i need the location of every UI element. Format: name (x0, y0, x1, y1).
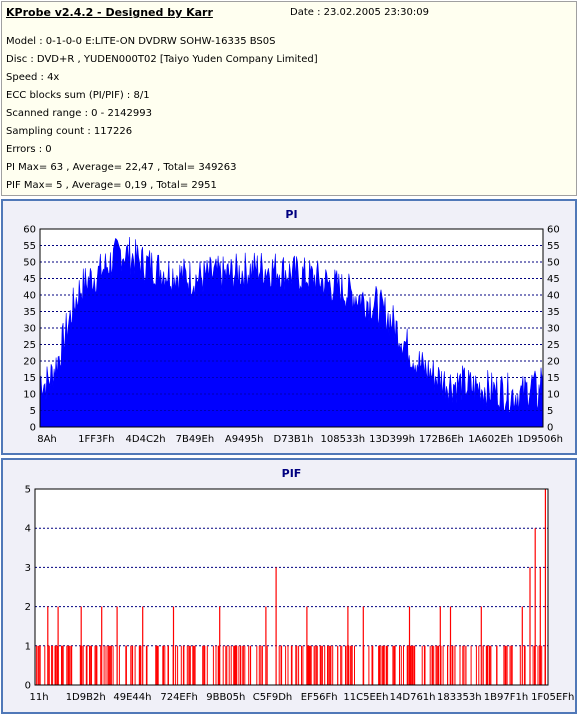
plot-border (39, 228, 544, 428)
y-tick-label: 25 (23, 340, 36, 351)
x-tick-label: 1B97F1h (484, 692, 528, 703)
y-tick-label: 50 (23, 258, 36, 269)
y-tick-label: 45 (23, 274, 36, 285)
y-tick-label-right: 40 (547, 291, 560, 302)
x-tick-label: 4D4C2h (126, 434, 166, 445)
x-tick-label: 108533h (321, 434, 366, 445)
y-tick-label: 5 (25, 485, 31, 496)
y-tick-label-right: 45 (547, 274, 560, 285)
y-tick-label-right: 10 (547, 390, 560, 401)
chart-title: PIF (282, 467, 302, 480)
y-tick-label-right: 35 (547, 307, 560, 318)
x-tick-label: A9495h (225, 434, 264, 445)
y-tick-label: 35 (23, 307, 36, 318)
y-tick-label: 1 (25, 641, 31, 652)
y-tick-label: 10 (23, 390, 36, 401)
y-tick-label: 5 (30, 406, 36, 417)
x-tick-label: 7B49Eh (176, 434, 215, 445)
x-tick-label: 1F05EFh (531, 692, 574, 703)
app-title: KProbe v2.4.2 - Designed by Karr (6, 6, 213, 19)
chart-title: PI (285, 208, 297, 221)
x-tick-label: 11C5EEh (343, 692, 388, 703)
pi-stats-line: PI Max= 63 , Average= 22,47 , Total= 349… (6, 162, 237, 173)
y-tick-label: 0 (25, 681, 31, 692)
y-tick-label: 30 (23, 324, 36, 335)
pif-chart-panel: PIF 0 1 2 3 4 5 11h 1D9B2h 49E44h 724EFh 9BB05h C5F9… (1, 458, 577, 714)
speed-line: Speed : 4x (6, 72, 60, 83)
y-tick-label-right: 15 (547, 373, 560, 384)
y-tick-label-right: 0 (547, 423, 553, 434)
x-tick-label: 13D399h (369, 434, 415, 445)
pi-chart-panel: PI 0 0 5 5 10 10 15 15 20 20 25 25 30 30 35 35 40 40 45 45 50… (1, 199, 577, 455)
x-tick-label: 183353h (437, 692, 482, 703)
sampling-line: Sampling count : 117226 (6, 126, 133, 137)
x-tick-label: 14D761h (390, 692, 436, 703)
model-line: Model : 0-1-0-0 E:LITE-ON DVDRW SOHW-163… (6, 36, 276, 47)
errors-line: Errors : 0 (6, 144, 52, 155)
pif-stats-line: PIF Max= 5 , Average= 0,19 , Total= 2951 (6, 180, 217, 191)
y-tick-label: 2 (25, 602, 31, 613)
y-tick-label: 4 (25, 524, 31, 535)
x-tick-label: 8Ah (37, 434, 57, 445)
scan-date: Date : 23.02.2005 23:30:09 (290, 7, 429, 18)
y-tick-label-right: 25 (547, 340, 560, 351)
x-tick-label: 1D9506h (517, 434, 563, 445)
range-line: Scanned range : 0 - 2142993 (6, 108, 152, 119)
pif-chart: PIF 0 1 2 3 4 5 11h 1D9B2h 49E44h 724EFh 9BB05h C5F9… (25, 467, 575, 703)
x-tick-label: 1D9B2h (66, 692, 106, 703)
x-tick-label: D73B1h (274, 434, 314, 445)
y-tick-label: 3 (25, 563, 31, 574)
x-tick-label: 1FF3Fh (78, 434, 114, 445)
y-tick-label: 40 (23, 291, 36, 302)
y-tick-label: 15 (23, 373, 36, 384)
y-tick-label: 60 (23, 225, 36, 236)
x-tick-label: 724EFh (160, 692, 198, 703)
y-tick-label-right: 60 (547, 225, 560, 236)
plot-border (34, 488, 549, 686)
x-tick-label: 172B6Eh (419, 434, 464, 445)
y-tick-label: 20 (23, 357, 36, 368)
x-tick-label: EF56Fh (301, 692, 338, 703)
y-tick-label: 0 (30, 423, 36, 434)
pi-area-series (39, 236, 544, 428)
y-tick-label-right: 30 (547, 324, 560, 335)
x-tick-label: 1A602Eh (468, 434, 513, 445)
y-tick-label-right: 55 (547, 241, 560, 252)
y-tick-label-right: 5 (547, 406, 553, 417)
x-tick-label: 9BB05h (206, 692, 245, 703)
y-tick-label-right: 20 (547, 357, 560, 368)
ecc-line: ECC blocks sum (PI/PIF) : 8/1 (6, 90, 150, 101)
x-tick-label: 11h (29, 692, 48, 703)
disc-line: Disc : DVD+R , YUDEN000T02 [Taiyo Yuden … (6, 54, 318, 65)
x-tick-label: C5F9Dh (253, 692, 293, 703)
x-tick-label: 49E44h (113, 692, 151, 703)
y-tick-label: 55 (23, 241, 36, 252)
y-tick-label-right: 50 (547, 258, 560, 269)
info-panel: KProbe v2.4.2 - Designed by Karr Date : … (1, 1, 577, 196)
